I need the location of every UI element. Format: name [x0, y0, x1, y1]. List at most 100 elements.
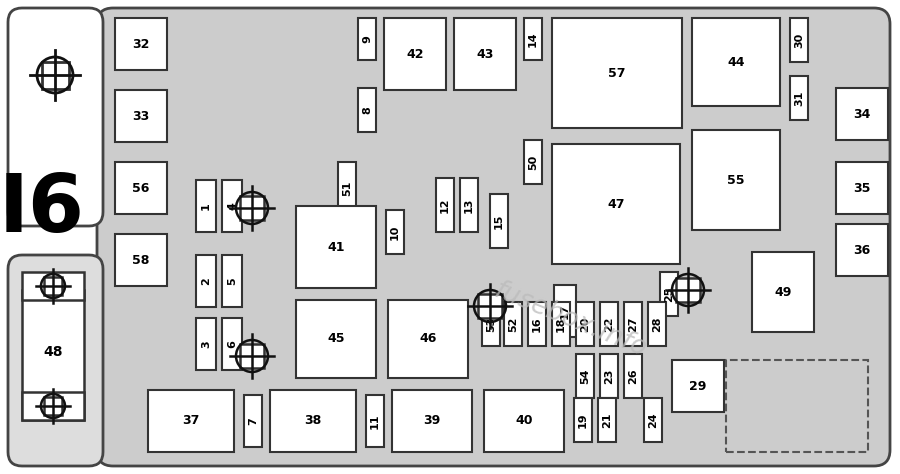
Bar — [598, 398, 616, 442]
Text: 17: 17 — [560, 303, 570, 319]
Bar — [576, 302, 594, 346]
Bar — [460, 178, 478, 232]
Text: 28: 28 — [652, 316, 662, 332]
Bar — [222, 180, 242, 232]
Bar — [672, 360, 724, 412]
Text: 33: 33 — [132, 109, 149, 122]
Text: 9: 9 — [362, 35, 372, 43]
Bar — [836, 224, 888, 276]
Text: 14: 14 — [528, 31, 538, 47]
Bar — [836, 162, 888, 214]
Bar — [196, 255, 216, 307]
Text: 41: 41 — [328, 240, 345, 254]
Text: 38: 38 — [304, 414, 321, 428]
Bar — [624, 302, 642, 346]
Bar — [388, 300, 468, 378]
Bar — [552, 18, 682, 128]
Bar — [478, 294, 502, 318]
Bar — [692, 130, 780, 230]
Bar — [358, 88, 376, 132]
Bar — [22, 272, 84, 300]
Bar — [524, 18, 542, 60]
Text: 8: 8 — [362, 106, 372, 114]
Bar — [196, 180, 216, 232]
Bar — [574, 398, 592, 442]
Text: 48: 48 — [43, 345, 63, 359]
FancyBboxPatch shape — [97, 8, 890, 466]
Bar — [726, 360, 868, 452]
Text: 52: 52 — [508, 316, 518, 332]
Text: 12: 12 — [440, 197, 450, 213]
Bar — [115, 162, 167, 214]
Text: 6: 6 — [227, 340, 237, 348]
Text: 3: 3 — [201, 340, 211, 348]
Text: fusebox.info: fusebox.info — [490, 278, 650, 363]
Bar — [660, 272, 678, 316]
Text: 54: 54 — [580, 368, 590, 384]
Bar — [296, 206, 376, 288]
Text: 49: 49 — [774, 285, 792, 299]
Text: 39: 39 — [423, 414, 441, 428]
Text: 58: 58 — [132, 254, 149, 266]
Text: 2: 2 — [201, 277, 211, 285]
Bar — [554, 285, 576, 337]
Text: 5: 5 — [227, 277, 237, 285]
Bar — [240, 196, 264, 220]
Bar — [790, 18, 808, 62]
Text: 50: 50 — [528, 155, 538, 170]
Bar — [240, 344, 264, 368]
Bar — [358, 18, 376, 60]
Text: 55: 55 — [727, 173, 745, 186]
Bar — [366, 395, 384, 447]
Text: 25: 25 — [664, 286, 674, 301]
Text: 37: 37 — [183, 414, 200, 428]
Text: 7: 7 — [248, 417, 258, 425]
Text: 11: 11 — [370, 413, 380, 429]
Text: 42: 42 — [406, 47, 424, 61]
Bar — [22, 392, 84, 420]
Bar — [504, 302, 522, 346]
Bar — [115, 90, 167, 142]
Text: 31: 31 — [794, 91, 804, 106]
Bar — [115, 234, 167, 286]
Text: 44: 44 — [727, 55, 745, 69]
Bar — [392, 390, 472, 452]
Text: 56: 56 — [132, 182, 149, 194]
Bar — [22, 290, 84, 420]
Bar — [386, 210, 404, 254]
Text: 21: 21 — [602, 412, 612, 428]
Text: 23: 23 — [604, 368, 614, 383]
Text: 36: 36 — [853, 244, 870, 256]
Bar — [552, 302, 570, 346]
Bar — [222, 255, 242, 307]
Text: 1: 1 — [201, 202, 211, 210]
Bar — [338, 162, 356, 214]
Text: 57: 57 — [608, 66, 626, 80]
Bar — [41, 62, 68, 89]
Bar — [115, 18, 167, 70]
Bar — [244, 395, 262, 447]
Bar — [528, 302, 546, 346]
Text: 51: 51 — [342, 180, 352, 196]
Bar — [196, 318, 216, 370]
Text: 40: 40 — [515, 414, 533, 428]
Bar — [676, 278, 700, 302]
Bar — [148, 390, 234, 452]
Bar — [552, 144, 680, 264]
Text: 43: 43 — [476, 47, 494, 61]
Bar — [222, 318, 242, 370]
FancyBboxPatch shape — [8, 8, 103, 226]
Bar — [484, 390, 564, 452]
Text: 20: 20 — [580, 316, 590, 332]
Text: 29: 29 — [689, 380, 706, 392]
Text: 18: 18 — [556, 316, 566, 332]
Bar — [490, 194, 508, 248]
Text: 46: 46 — [419, 332, 436, 346]
Text: 10: 10 — [390, 224, 400, 240]
Bar — [436, 178, 454, 232]
Bar — [836, 88, 888, 140]
Bar — [692, 18, 780, 106]
Bar — [482, 302, 500, 346]
Text: 26: 26 — [628, 368, 638, 384]
Bar — [576, 354, 594, 398]
